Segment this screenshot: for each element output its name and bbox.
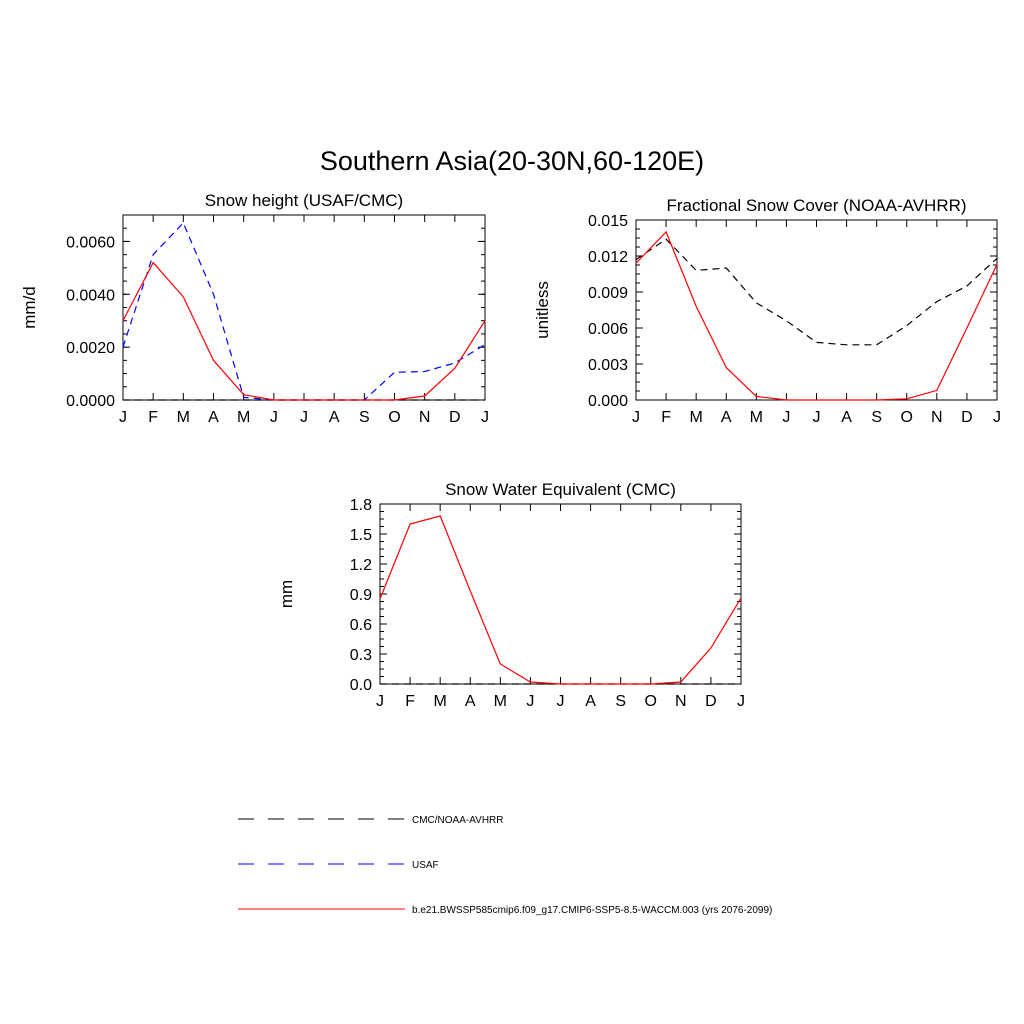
y-tick-label: 0.000 bbox=[588, 393, 628, 410]
x-tick-label: M bbox=[690, 409, 703, 426]
y-tick-label: 0.0040 bbox=[66, 287, 115, 304]
chart-panel-3: Snow Water Equivalent (CMC) J F M A M J J A S O N D J… bbox=[277, 480, 745, 710]
x-tick-label: S bbox=[359, 409, 370, 426]
legend-item: USAF bbox=[238, 860, 439, 871]
y-axis-label: mm/d bbox=[20, 286, 39, 329]
x-tick-label: O bbox=[901, 409, 913, 426]
legend-label: b.e21.BWSSP585cmip6.f09_g17.CMIP6-SSP5-8… bbox=[412, 905, 772, 916]
x-tick-label: J bbox=[481, 409, 489, 426]
series-line-2 bbox=[122, 221, 486, 401]
x-tick-label: J bbox=[376, 693, 384, 710]
y-axis-label: unitless bbox=[533, 281, 552, 339]
y-tick-label: 0.0020 bbox=[66, 340, 115, 357]
x-tick-label: D bbox=[449, 409, 461, 426]
legend-item: b.e21.BWSSP585cmip6.f09_g17.CMIP6-SSP5-8… bbox=[238, 905, 772, 916]
plot-frame bbox=[122, 214, 486, 401]
plot-frame bbox=[379, 503, 742, 685]
legend: CMC/NOAA-AVHRR USAF b.e21.BWSSP585cmip6.f0… bbox=[238, 815, 772, 916]
x-tick-label: F bbox=[661, 409, 671, 426]
legend-label: CMC/NOAA-AVHRR bbox=[412, 815, 503, 826]
x-tick-label: J bbox=[270, 409, 278, 426]
series-line-3 bbox=[122, 261, 486, 401]
x-tick-label: F bbox=[405, 693, 415, 710]
y-tick-label: 0.012 bbox=[588, 249, 628, 266]
x-tick-label: N bbox=[931, 409, 943, 426]
y-tick-label: 0.015 bbox=[588, 213, 628, 230]
y-tick-label: 0.0000 bbox=[66, 393, 115, 410]
x-tick-label: F bbox=[148, 409, 158, 426]
x-tick-label: J bbox=[526, 693, 534, 710]
x-tick-label: O bbox=[645, 693, 657, 710]
x-tick-label: M bbox=[750, 409, 763, 426]
x-tick-label: M bbox=[434, 693, 447, 710]
x-tick-label: A bbox=[841, 409, 852, 426]
x-tick-label: N bbox=[419, 409, 431, 426]
x-tick-label: A bbox=[585, 693, 596, 710]
y-tick-label: 1.5 bbox=[350, 527, 372, 544]
y-tick-label: 0.0 bbox=[350, 677, 372, 694]
chart-title: Snow height (USAF/CMC) bbox=[205, 191, 403, 210]
x-tick-label: J bbox=[557, 693, 565, 710]
chart-panel-2: Fractional Snow Cover (NOAA-AVHRR) J F M A M J… bbox=[533, 196, 1001, 426]
y-tick-label: 1.8 bbox=[350, 497, 372, 514]
y-tick-label: 0.6 bbox=[350, 617, 372, 634]
y-tick-label: 0.006 bbox=[588, 321, 628, 338]
legend-label: USAF bbox=[412, 860, 439, 871]
series-line-2 bbox=[635, 230, 998, 401]
x-tick-label: J bbox=[632, 409, 640, 426]
x-tick-label: M bbox=[494, 693, 507, 710]
x-tick-label: S bbox=[871, 409, 882, 426]
plot-frame bbox=[635, 219, 998, 401]
y-axis-label: mm bbox=[277, 580, 296, 608]
x-tick-label: J bbox=[813, 409, 821, 426]
y-tick-label: 0.3 bbox=[350, 647, 372, 664]
x-tick-label: J bbox=[993, 409, 1001, 426]
x-tick-label: J bbox=[119, 409, 127, 426]
x-tick-label: J bbox=[782, 409, 790, 426]
x-tick-label: M bbox=[237, 409, 250, 426]
x-tick-label: A bbox=[329, 409, 340, 426]
x-tick-label: J bbox=[300, 409, 308, 426]
x-tick-label: N bbox=[675, 693, 687, 710]
x-tick-label: D bbox=[705, 693, 717, 710]
legend-item: CMC/NOAA-AVHRR bbox=[238, 815, 503, 826]
y-tick-label: 1.2 bbox=[350, 557, 372, 574]
x-tick-label: A bbox=[721, 409, 732, 426]
y-tick-label: 0.003 bbox=[588, 357, 628, 374]
y-tick-label: 0.009 bbox=[588, 285, 628, 302]
y-tick-label: 0.0060 bbox=[66, 234, 115, 251]
x-tick-label: J bbox=[737, 693, 745, 710]
x-tick-label: A bbox=[465, 693, 476, 710]
x-tick-label: D bbox=[961, 409, 973, 426]
chart-panel-1: Snow height (USAF/CMC)J F M A M J J A S O N D J0.000… bbox=[20, 191, 489, 426]
series-line-2 bbox=[379, 515, 742, 685]
series-line-1 bbox=[635, 238, 998, 346]
x-tick-label: A bbox=[208, 409, 219, 426]
x-tick-label: M bbox=[177, 409, 190, 426]
y-tick-label: 0.9 bbox=[350, 587, 372, 604]
x-tick-label: O bbox=[388, 409, 400, 426]
x-tick-label: S bbox=[615, 693, 626, 710]
page-title: Southern Asia(20-30N,60-120E) bbox=[320, 146, 704, 176]
chart-title: Snow Water Equivalent (CMC) bbox=[445, 480, 676, 499]
chart-title: Fractional Snow Cover (NOAA-AVHRR) bbox=[666, 196, 966, 215]
chart-panels: Snow height (USAF/CMC)J F M A M J J A S O N D J0.000… bbox=[20, 191, 1001, 710]
